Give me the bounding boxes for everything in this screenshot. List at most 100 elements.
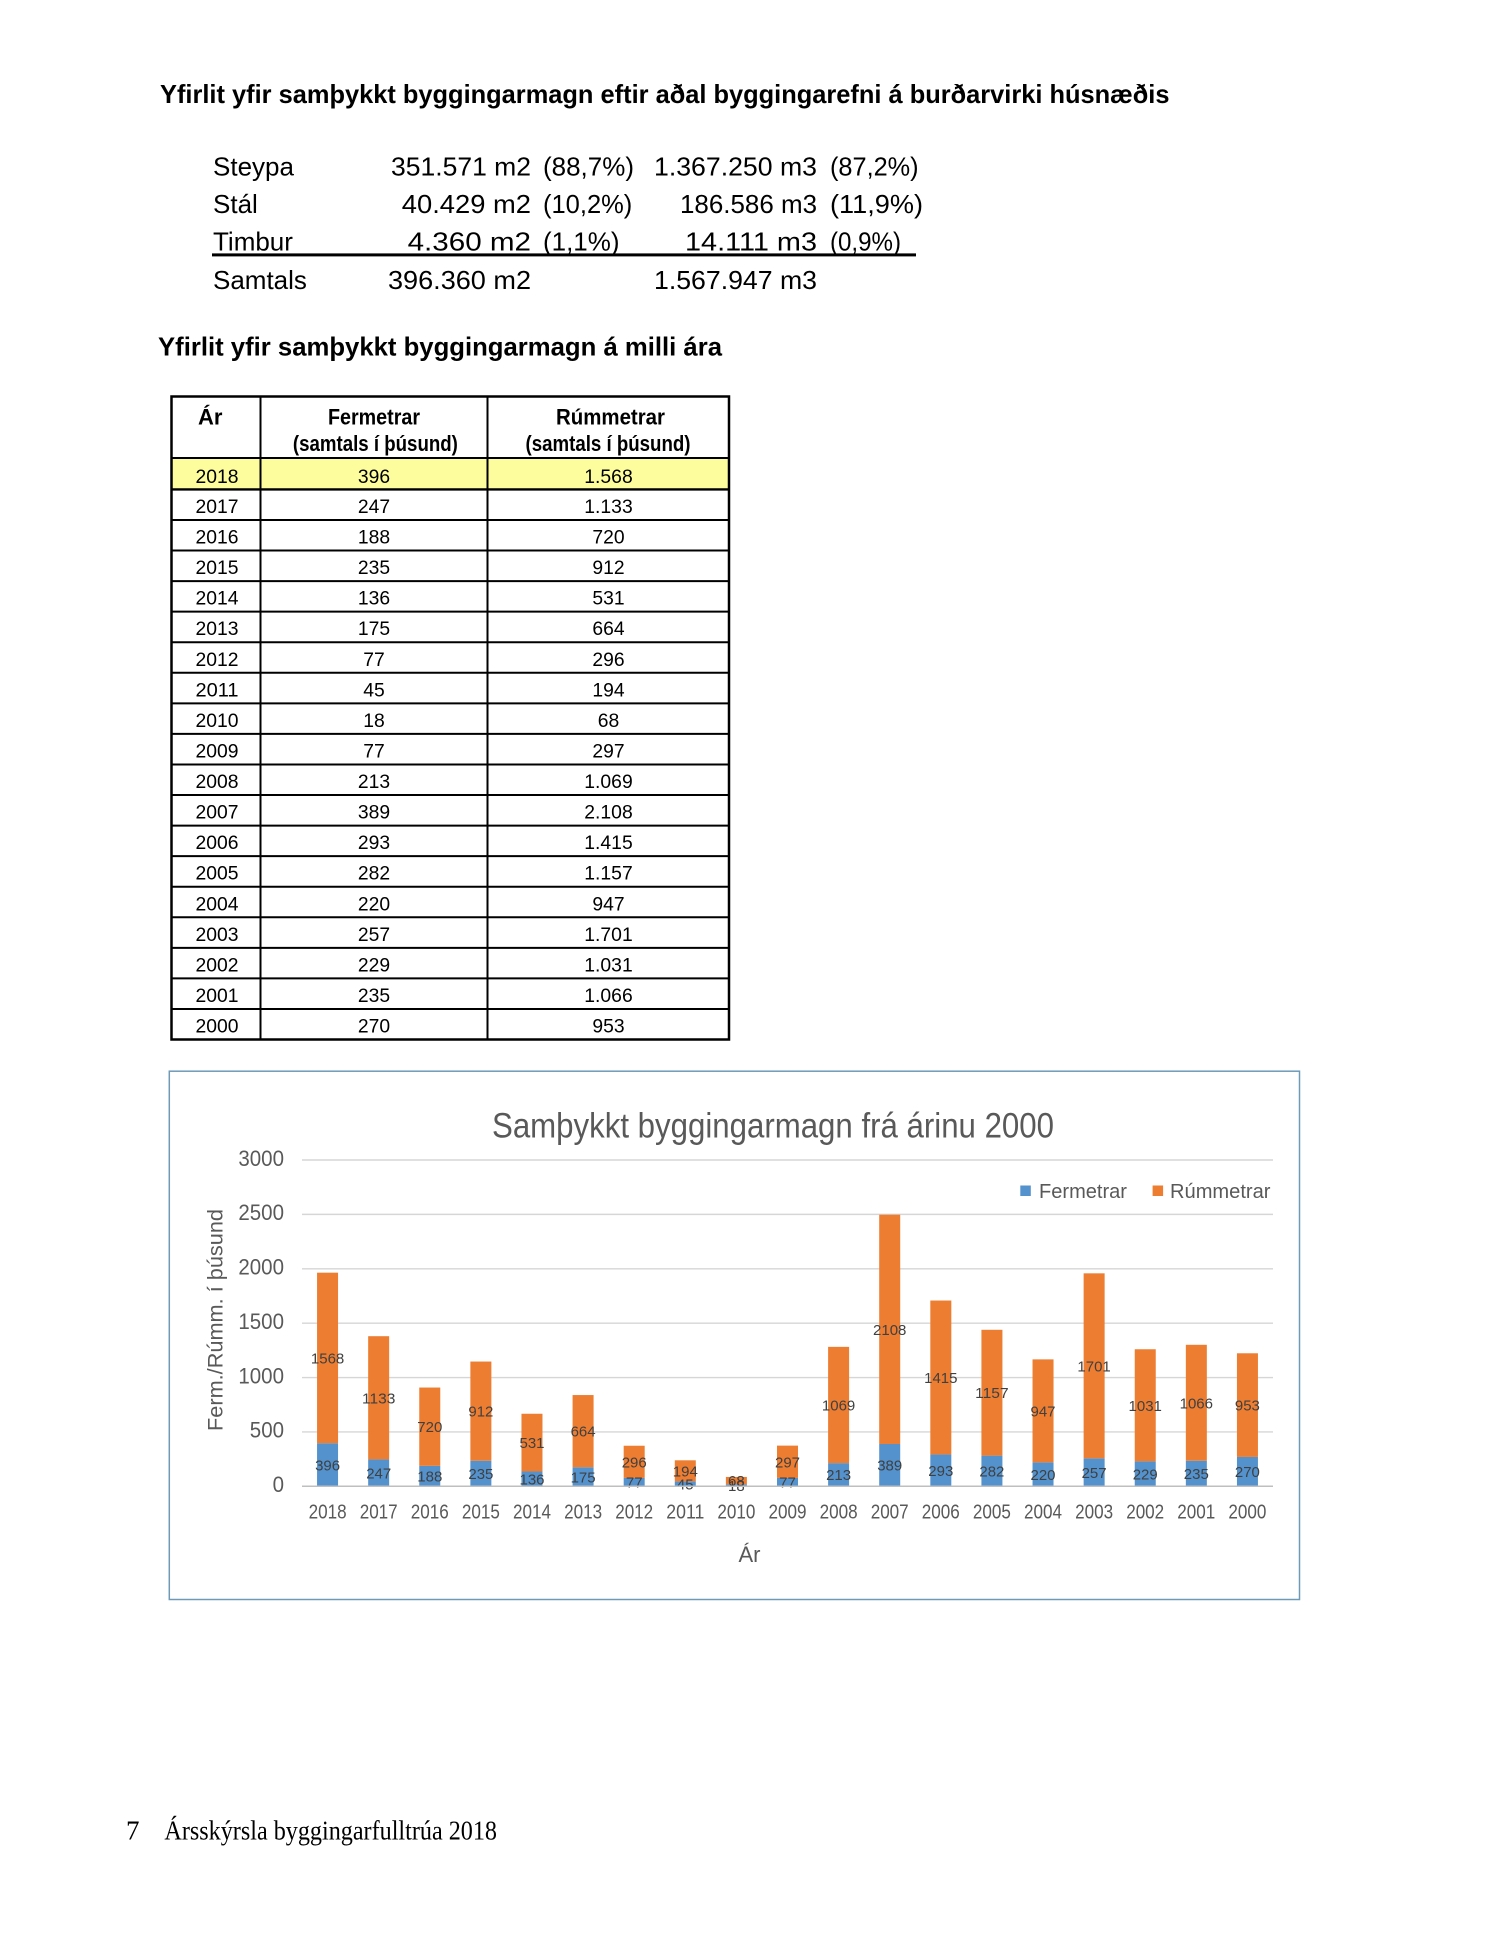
svg-text:2016: 2016 <box>411 1502 449 1524</box>
svg-text:389: 389 <box>877 1458 902 1475</box>
svg-text:351.571 m2: 351.571 m2 <box>391 152 531 182</box>
svg-text:175: 175 <box>571 1469 596 1486</box>
svg-text:Samtals: Samtals <box>213 265 307 295</box>
svg-text:194: 194 <box>673 1463 698 1480</box>
svg-text:Rúmmetrar: Rúmmetrar <box>556 405 665 430</box>
svg-text:Ár: Ár <box>198 405 223 430</box>
svg-text:3000: 3000 <box>238 1146 284 1171</box>
svg-text:947: 947 <box>592 894 624 915</box>
svg-text:2001: 2001 <box>1177 1502 1215 1524</box>
svg-text:2003: 2003 <box>1075 1502 1113 1524</box>
svg-text:396: 396 <box>358 467 390 488</box>
svg-text:77: 77 <box>363 650 385 671</box>
svg-text:194: 194 <box>592 680 625 701</box>
svg-text:136: 136 <box>358 589 390 610</box>
svg-text:1157: 1157 <box>975 1385 1008 1402</box>
svg-text:2009: 2009 <box>769 1502 807 1524</box>
svg-text:2011: 2011 <box>666 1502 704 1524</box>
svg-text:235: 235 <box>358 558 390 579</box>
svg-text:1500: 1500 <box>238 1309 284 1334</box>
svg-text:2001: 2001 <box>196 986 239 1007</box>
svg-text:2008: 2008 <box>820 1502 858 1524</box>
svg-text:2015: 2015 <box>196 558 239 579</box>
svg-text:2006: 2006 <box>922 1502 960 1524</box>
svg-text:2013: 2013 <box>564 1502 602 1524</box>
svg-text:Ár: Ár <box>739 1542 761 1567</box>
svg-text:297: 297 <box>775 1454 800 1471</box>
svg-text:2500: 2500 <box>238 1200 284 1225</box>
svg-text:2011: 2011 <box>196 680 239 701</box>
svg-text:(88,7%): (88,7%) <box>543 152 634 182</box>
svg-text:1701: 1701 <box>1077 1358 1110 1375</box>
svg-text:2004: 2004 <box>196 894 239 915</box>
svg-text:947: 947 <box>1031 1403 1056 1420</box>
svg-text:664: 664 <box>592 619 625 640</box>
svg-text:953: 953 <box>592 1017 624 1038</box>
svg-text:2016: 2016 <box>196 528 239 549</box>
svg-text:1000: 1000 <box>238 1363 284 1388</box>
svg-text:77: 77 <box>363 742 385 763</box>
svg-text:7: 7 <box>126 1816 140 1846</box>
svg-text:2018: 2018 <box>196 467 239 488</box>
svg-text:Ársskýrsla byggingarfulltrúa 2: Ársskýrsla byggingarfulltrúa 2018 <box>164 1816 497 1846</box>
svg-text:(10,2%): (10,2%) <box>543 189 632 219</box>
svg-text:1.069: 1.069 <box>584 772 632 793</box>
svg-text:2014: 2014 <box>196 589 239 610</box>
svg-text:531: 531 <box>520 1435 545 1452</box>
svg-text:2012: 2012 <box>615 1502 653 1524</box>
svg-text:1133: 1133 <box>362 1390 395 1407</box>
svg-text:296: 296 <box>622 1454 647 1471</box>
svg-text:2004: 2004 <box>1024 1502 1062 1524</box>
svg-text:2005: 2005 <box>973 1502 1011 1524</box>
svg-text:1.701: 1.701 <box>584 925 632 946</box>
svg-text:1.066: 1.066 <box>584 986 632 1007</box>
svg-text:188: 188 <box>417 1469 442 1486</box>
svg-text:2014: 2014 <box>513 1502 551 1524</box>
svg-text:257: 257 <box>1082 1465 1107 1482</box>
svg-text:Yfirlit yfir samþykkt bygginga: Yfirlit yfir samþykkt byggingarmagn efti… <box>160 79 1170 109</box>
svg-text:297: 297 <box>592 742 624 763</box>
svg-text:Ferm./Rúmm. í þúsund: Ferm./Rúmm. í þúsund <box>205 1209 228 1431</box>
svg-text:500: 500 <box>250 1418 284 1443</box>
svg-text:235: 235 <box>1184 1466 1209 1483</box>
svg-text:45: 45 <box>363 680 385 701</box>
svg-text:186.586 m3: 186.586 m3 <box>680 189 817 219</box>
svg-text:213: 213 <box>826 1467 851 1484</box>
svg-text:1066: 1066 <box>1180 1395 1213 1412</box>
svg-text:Rúmmetrar: Rúmmetrar <box>1170 1181 1271 1203</box>
svg-text:40.429 m2: 40.429 m2 <box>402 189 531 219</box>
svg-text:720: 720 <box>592 528 624 549</box>
svg-text:(samtals í þúsund): (samtals í þúsund) <box>526 431 691 456</box>
svg-text:2108: 2108 <box>873 1322 906 1339</box>
svg-text:213: 213 <box>358 772 390 793</box>
svg-text:912: 912 <box>468 1404 493 1421</box>
svg-text:2018: 2018 <box>309 1502 347 1524</box>
svg-text:1568: 1568 <box>311 1351 344 1368</box>
svg-text:45: 45 <box>677 1476 694 1493</box>
svg-text:0: 0 <box>273 1472 284 1497</box>
svg-text:(0,9%): (0,9%) <box>830 227 901 257</box>
svg-text:282: 282 <box>358 864 390 885</box>
svg-text:18: 18 <box>363 711 385 732</box>
svg-text:68: 68 <box>598 711 620 732</box>
svg-text:389: 389 <box>358 803 390 824</box>
svg-text:Steypa: Steypa <box>213 152 294 182</box>
svg-text:2007: 2007 <box>196 803 239 824</box>
svg-text:396: 396 <box>315 1457 340 1474</box>
svg-text:2009: 2009 <box>196 742 239 763</box>
svg-text:1.415: 1.415 <box>584 833 632 854</box>
svg-text:531: 531 <box>592 589 624 610</box>
svg-text:77: 77 <box>779 1475 796 1492</box>
svg-text:2005: 2005 <box>196 864 239 885</box>
svg-text:247: 247 <box>358 497 390 518</box>
svg-text:270: 270 <box>1235 1464 1260 1481</box>
svg-text:229: 229 <box>358 955 390 976</box>
svg-text:235: 235 <box>358 986 390 1007</box>
svg-text:257: 257 <box>358 925 390 946</box>
svg-text:2017: 2017 <box>196 497 239 518</box>
svg-text:136: 136 <box>520 1471 545 1488</box>
svg-text:188: 188 <box>358 528 390 549</box>
svg-text:2002: 2002 <box>196 955 239 976</box>
svg-text:1069: 1069 <box>822 1398 855 1415</box>
svg-text:912: 912 <box>592 558 624 579</box>
